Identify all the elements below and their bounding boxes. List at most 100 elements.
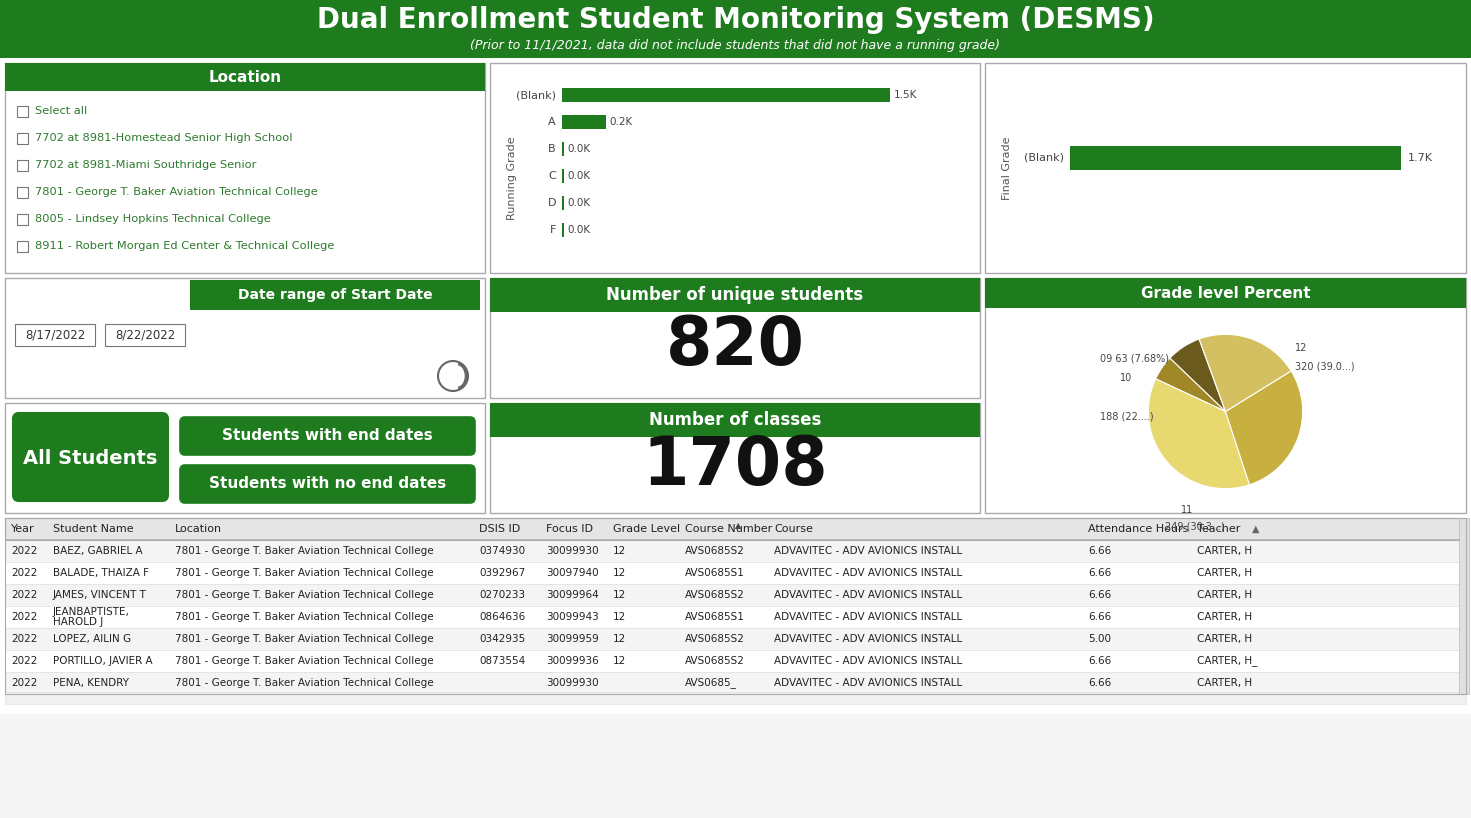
Text: 2022: 2022 xyxy=(10,612,37,622)
Text: D: D xyxy=(547,198,556,208)
Text: 10: 10 xyxy=(1119,373,1133,383)
Bar xyxy=(4,584,1467,606)
Text: Students with end dates: Students with end dates xyxy=(222,429,432,443)
Text: DSIS ID: DSIS ID xyxy=(480,524,521,534)
Text: Select all: Select all xyxy=(35,106,87,116)
Bar xyxy=(986,63,1467,273)
Bar xyxy=(986,278,1467,308)
Text: 7801 - George T. Baker Aviation Technical College: 7801 - George T. Baker Aviation Technica… xyxy=(35,187,318,197)
Text: PORTILLO, JAVIER A: PORTILLO, JAVIER A xyxy=(53,656,153,666)
FancyBboxPatch shape xyxy=(179,417,475,455)
Text: Course Number: Course Number xyxy=(685,524,772,534)
Text: BAEZ, GABRIEL A: BAEZ, GABRIEL A xyxy=(53,546,143,556)
Bar xyxy=(18,187,28,198)
Text: 6.66: 6.66 xyxy=(1089,590,1111,600)
Text: 7702 at 8981-Miami Southridge Senior: 7702 at 8981-Miami Southridge Senior xyxy=(35,160,256,170)
Text: 7801 - George T. Baker Aviation Technical College: 7801 - George T. Baker Aviation Technica… xyxy=(175,656,434,666)
Text: 6.66: 6.66 xyxy=(1089,678,1111,688)
Text: 7702 at 8981-Homestead Senior High School: 7702 at 8981-Homestead Senior High Schoo… xyxy=(35,133,293,143)
Bar xyxy=(4,403,485,513)
Text: 2022: 2022 xyxy=(10,568,37,578)
Text: Running Grade: Running Grade xyxy=(507,136,516,220)
Bar xyxy=(562,223,563,237)
Text: Final Grade: Final Grade xyxy=(1002,137,1012,200)
Text: Grade level Percent: Grade level Percent xyxy=(1140,285,1311,300)
Text: Student Name: Student Name xyxy=(53,524,134,534)
Text: 2022: 2022 xyxy=(10,546,37,556)
Text: CARTER, H: CARTER, H xyxy=(1197,634,1252,644)
Text: 6.66: 6.66 xyxy=(1089,656,1111,666)
Text: 1708: 1708 xyxy=(643,433,828,499)
Text: 0864636: 0864636 xyxy=(480,612,525,622)
Text: Focus ID: Focus ID xyxy=(546,524,593,534)
Text: 6.66: 6.66 xyxy=(1089,568,1111,578)
Bar xyxy=(562,142,563,156)
Wedge shape xyxy=(1169,339,1225,411)
Text: Date range of Start Date: Date range of Start Date xyxy=(238,288,432,302)
Text: 12: 12 xyxy=(613,634,627,644)
Wedge shape xyxy=(1149,379,1249,488)
Text: 12: 12 xyxy=(1294,343,1306,353)
Text: 8911 - Robert Morgan Ed Center & Technical College: 8911 - Robert Morgan Ed Center & Technic… xyxy=(35,241,334,251)
Bar xyxy=(18,214,28,225)
Text: F: F xyxy=(550,225,556,235)
Text: 30099936: 30099936 xyxy=(546,656,599,666)
Text: CARTER, H_: CARTER, H_ xyxy=(1197,655,1258,667)
Text: 8005 - Lindsey Hopkins Technical College: 8005 - Lindsey Hopkins Technical College xyxy=(35,214,271,224)
FancyBboxPatch shape xyxy=(179,465,475,503)
Text: AVS0685S2: AVS0685S2 xyxy=(685,546,744,556)
Bar xyxy=(986,278,1467,513)
Text: 30099930: 30099930 xyxy=(546,546,599,556)
Text: AVS0685S1: AVS0685S1 xyxy=(685,568,744,578)
Text: 7801 - George T. Baker Aviation Technical College: 7801 - George T. Baker Aviation Technica… xyxy=(175,590,434,600)
Text: 188 (22....): 188 (22....) xyxy=(1100,411,1153,421)
Text: 0873554: 0873554 xyxy=(480,656,525,666)
Text: Number of unique students: Number of unique students xyxy=(606,286,863,304)
Text: 30099943: 30099943 xyxy=(546,612,599,622)
Text: 7801 - George T. Baker Aviation Technical College: 7801 - George T. Baker Aviation Technica… xyxy=(175,612,434,622)
Text: 0.0K: 0.0K xyxy=(566,198,590,208)
Text: 30097940: 30097940 xyxy=(546,568,599,578)
Text: 249 (30.3...): 249 (30.3...) xyxy=(1165,521,1224,531)
Text: 6.66: 6.66 xyxy=(1089,612,1111,622)
Text: ADVAVITEC - ADV AVIONICS INSTALL: ADVAVITEC - ADV AVIONICS INSTALL xyxy=(774,568,962,578)
Bar xyxy=(490,403,980,513)
Text: ▲: ▲ xyxy=(736,522,741,531)
Text: Students with no end dates: Students with no end dates xyxy=(209,477,446,492)
Bar xyxy=(4,518,1467,694)
Text: (Blank): (Blank) xyxy=(516,90,556,100)
Text: B: B xyxy=(549,144,556,154)
Bar xyxy=(4,539,1467,540)
Text: ADVAVITEC - ADV AVIONICS INSTALL: ADVAVITEC - ADV AVIONICS INSTALL xyxy=(774,590,962,600)
Text: ADVAVITEC - ADV AVIONICS INSTALL: ADVAVITEC - ADV AVIONICS INSTALL xyxy=(774,612,962,622)
Text: HAROLD J: HAROLD J xyxy=(53,617,103,627)
Text: 2022: 2022 xyxy=(10,590,37,600)
Bar xyxy=(15,324,96,346)
Text: Course: Course xyxy=(774,524,813,534)
Text: LOPEZ, AILIN G: LOPEZ, AILIN G xyxy=(53,634,131,644)
Text: AVS0685_: AVS0685_ xyxy=(685,677,737,689)
Bar xyxy=(1069,146,1402,170)
Bar xyxy=(4,562,1467,584)
Text: 320 (39.0...): 320 (39.0...) xyxy=(1294,362,1355,371)
Text: 2022: 2022 xyxy=(10,634,37,644)
Text: CARTER, H: CARTER, H xyxy=(1197,546,1252,556)
Bar xyxy=(562,115,606,129)
Bar xyxy=(4,606,1467,628)
Text: Location: Location xyxy=(209,70,281,84)
Bar xyxy=(4,540,1467,562)
Text: BALADE, THAIZA F: BALADE, THAIZA F xyxy=(53,568,149,578)
Text: ADVAVITEC - ADV AVIONICS INSTALL: ADVAVITEC - ADV AVIONICS INSTALL xyxy=(774,634,962,644)
Bar xyxy=(4,63,485,91)
Text: All Students: All Students xyxy=(24,448,157,468)
Text: ADVAVITEC - ADV AVIONICS INSTALL: ADVAVITEC - ADV AVIONICS INSTALL xyxy=(774,678,962,688)
Bar xyxy=(18,160,28,171)
Bar xyxy=(4,672,1467,694)
Text: CARTER, H: CARTER, H xyxy=(1197,612,1252,622)
Text: 12: 12 xyxy=(613,568,627,578)
Bar xyxy=(4,518,1467,540)
Text: Attendance Hours: Attendance Hours xyxy=(1089,524,1189,534)
Text: 5.00: 5.00 xyxy=(1089,634,1111,644)
Text: JAMES, VINCENT T: JAMES, VINCENT T xyxy=(53,590,147,600)
Text: Year: Year xyxy=(10,524,35,534)
